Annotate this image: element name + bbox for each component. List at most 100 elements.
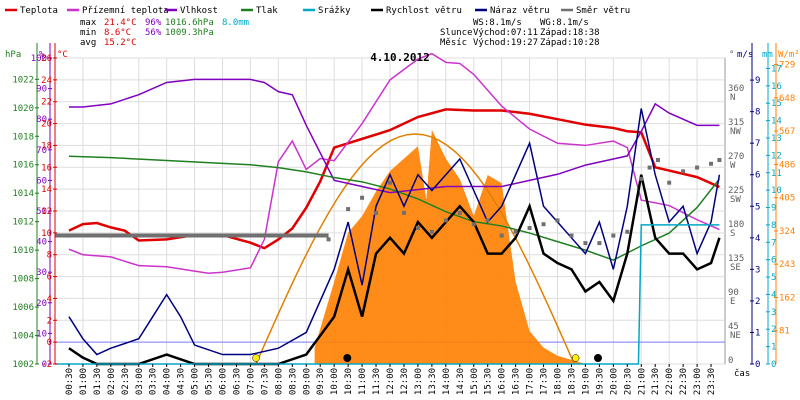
axis-mm-tick-label: 1 (771, 343, 776, 353)
axis-x-tick-label: 22:00 (665, 368, 675, 395)
axis-dir-tick-label: 315 (728, 118, 744, 128)
wind-direction-point (681, 169, 686, 174)
axis-pct-tick-label: 10 (36, 329, 47, 339)
axis-ms-tick-label: 6 (755, 171, 760, 181)
solar-radiation-area (314, 129, 586, 364)
axis-x-tick-label: 15:00 (470, 368, 480, 395)
axis-x-tick-label: 08:30 (288, 368, 298, 395)
axis-temp-tick-label: 20 (41, 120, 52, 130)
axis-x-tick-label: 06:00 (219, 368, 229, 395)
stat-max-press: 1016.6hPa (165, 18, 214, 28)
axis-mm-tick-label: 6 (771, 256, 776, 266)
legend-label: Přízemní teplota (82, 6, 169, 16)
axis-temp-tick-label: 10 (41, 229, 52, 239)
axis-unit-hpa: hPa (5, 50, 21, 60)
axis-ms-tick-label: 4 (755, 234, 760, 244)
axis-temp-tick-label: -2 (41, 360, 52, 370)
axis-unit-pct: % (39, 50, 45, 60)
axis-dir-tick-label: 225 (728, 186, 744, 196)
axis-unit-ms: m/s (737, 50, 753, 60)
axis-dir-tick-label: SW (730, 195, 741, 205)
axis-x-tick-label: 13:00 (414, 368, 424, 395)
info-wg: WG:8.1m/s (540, 18, 589, 28)
axis-mm-tick-label: 4 (771, 290, 776, 300)
wind-direction-point (499, 233, 504, 238)
axis-dir-tick-label: W (730, 161, 736, 171)
info-sun-label: Slunce (440, 28, 473, 38)
wind-direction-point (541, 222, 546, 227)
axis-pct-tick-label: 90 (36, 85, 47, 95)
axis-x-tick-label: 22:30 (679, 368, 689, 395)
axis-x-tick-label: 12:30 (400, 368, 410, 395)
axis-temp-tick-label: 26 (41, 54, 52, 64)
axis-x-tick-label: 04:30 (177, 368, 187, 395)
axis-x-tick-label: 16:00 (498, 368, 508, 395)
axis-dir-tick-label: 360 (728, 84, 744, 94)
stat-min-label: min (80, 28, 96, 38)
axis-unit-mm: mm (762, 50, 773, 60)
axis-wm2-tick-label: 729 (779, 61, 795, 71)
axis-hpa-tick-label: 1022 (12, 75, 34, 85)
wind-direction-point (667, 180, 672, 185)
axis-temp-tick-label: 24 (41, 76, 52, 86)
stat-min-hum: 56% (145, 28, 162, 38)
axis-pct-tick-label: 20 (36, 299, 47, 309)
axis-x-tick-label: 23:00 (693, 368, 703, 395)
wind-direction-point (639, 176, 644, 181)
axis-ms-tick-label: 3 (755, 265, 760, 275)
stat-avg-label: avg (80, 38, 96, 48)
wind-direction-point (569, 233, 574, 238)
sunset-marker (571, 354, 580, 362)
axis-hpa-tick-label: 1008 (12, 275, 34, 285)
axis-pct-tick-label: 0 (42, 360, 47, 370)
axis-x-tick-label: 17:00 (526, 368, 536, 395)
wind-direction-point (415, 226, 420, 230)
axis-x-tick-label: 03:30 (149, 368, 159, 395)
axis-x-tick-label: 19:30 (595, 368, 605, 395)
info-sun-set: Západ:18:38 (540, 28, 600, 38)
axis-wm2-tick-label: 567 (779, 127, 795, 137)
axis-dir-tick-label: SE (730, 263, 741, 273)
axis-x-tick-label: 12:00 (386, 368, 396, 395)
axis-x-tick-label: 13:30 (428, 368, 438, 395)
axis-dir-tick-label: NE (730, 331, 741, 341)
axis-temp-tick-label: 2 (47, 316, 52, 326)
axis-wm2-tick-label: 243 (779, 260, 795, 270)
wind-direction-point (471, 222, 476, 227)
axis-temp-tick-label: 18 (41, 141, 52, 151)
axis-x-tick-label: 23:30 (707, 368, 717, 395)
wind-direction-point (597, 241, 602, 246)
axis-x-tick-label: 18:00 (554, 368, 564, 395)
series-line-sr-ky (55, 224, 720, 365)
moonrise-marker (593, 354, 602, 362)
legend-label: Náraz větru (490, 6, 550, 16)
axis-pct-tick-label: 60 (36, 176, 47, 186)
stat-max-rain: 8.0mm (222, 18, 249, 28)
axis-x-tick-label: 20:00 (609, 368, 619, 395)
axis-dir-tick-label: 270 (728, 152, 744, 162)
axis-ms-tick-label: 0 (755, 360, 760, 370)
axis-x-tick-label: 09:30 (316, 368, 326, 395)
stat-min-temp: 8.6°C (104, 28, 131, 38)
axis-wm2-tick-label: 486 (779, 160, 795, 170)
axis-pct-tick-label: 70 (36, 146, 47, 156)
axis-x-tick-label: 01:30 (93, 368, 103, 395)
axis-ms-tick-label: 2 (755, 297, 760, 307)
axis-x-tick-label: 14:00 (442, 368, 452, 395)
axis-x-tick-label: 05:30 (205, 368, 215, 395)
axis-temp-tick-label: 14 (41, 185, 52, 195)
info-moon-set: Západ:10:28 (540, 38, 600, 48)
axis-wm2-tick-label: 162 (779, 293, 795, 303)
axis-wm2-tick-label: 81 (779, 327, 790, 337)
axis-dir-tick-label: 45 (728, 322, 739, 332)
axis-temp-tick-label: 0 (47, 338, 52, 348)
axis-dir-tick-label: N (730, 93, 735, 103)
wind-direction-point (647, 165, 652, 170)
axis-pct-tick-label: 50 (36, 207, 47, 217)
series-line-p-zemn-teplota (68, 52, 720, 275)
axis-temp-tick-label: 22 (41, 98, 52, 108)
wind-direction-point (527, 226, 532, 230)
wind-direction-point (326, 237, 331, 242)
axis-dir-tick-label: NW (730, 127, 741, 137)
